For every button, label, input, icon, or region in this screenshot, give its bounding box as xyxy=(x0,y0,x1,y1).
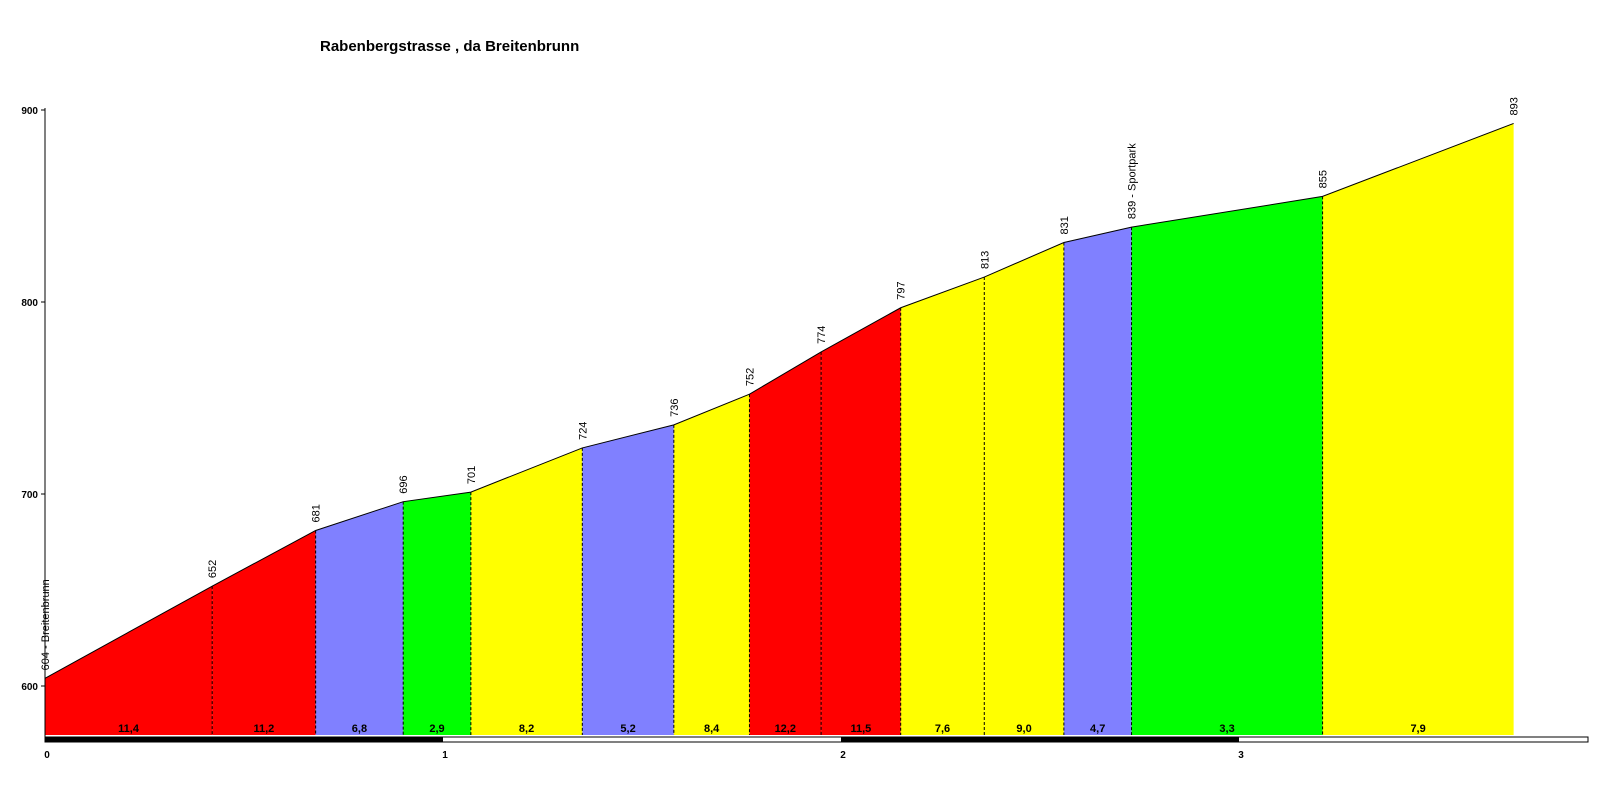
gradient-segment xyxy=(900,277,985,735)
profile-line-group xyxy=(44,122,1514,679)
axes: 600 700 800 900 0 1 2 3 xyxy=(21,106,1589,761)
y-tick-label: 700 xyxy=(21,490,38,501)
gradient-segment xyxy=(673,394,750,735)
grade-label: 9,0 xyxy=(1016,723,1031,735)
y-tick-label: 800 xyxy=(21,298,38,309)
profile-line xyxy=(44,122,1514,679)
gradient-segment xyxy=(212,530,316,735)
gradient-segment xyxy=(403,492,471,735)
gradient-segment xyxy=(1322,123,1514,735)
y-tick-label: 900 xyxy=(21,106,38,117)
y-tick-label: 600 xyxy=(21,682,38,693)
x-axis-band xyxy=(45,737,443,742)
gradient-segment xyxy=(1131,196,1323,735)
grade-label: 11,2 xyxy=(253,723,274,735)
gradient-segment xyxy=(315,501,404,735)
x-tick-label: 1 xyxy=(442,750,448,761)
elevation-label: 681 xyxy=(311,504,323,522)
elevation-label: 839 - Sportpark xyxy=(1127,143,1139,219)
grade-label: 7,6 xyxy=(935,723,950,735)
x-axis-band xyxy=(841,737,1239,742)
grade-label: 3,3 xyxy=(1219,723,1234,735)
grade-label: 8,4 xyxy=(704,723,720,735)
gradient-segment xyxy=(749,351,822,735)
gradient-segment xyxy=(45,586,213,735)
elevation-label: 831 xyxy=(1059,216,1071,234)
elevation-label: 696 xyxy=(398,475,410,493)
chart-title: Rabenbergstrasse , da Breitenbrunn xyxy=(320,38,580,55)
elevation-label: 652 xyxy=(207,560,219,578)
elevation-label: 893 xyxy=(1509,97,1521,115)
x-tick-label: 2 xyxy=(840,750,846,761)
elevation-label: 701 xyxy=(466,466,478,484)
elevation-label: 736 xyxy=(669,399,681,417)
x-tick-label: 3 xyxy=(1238,750,1244,761)
grade-label: 5,2 xyxy=(620,723,635,735)
elevation-label: 813 xyxy=(979,251,991,269)
elevation-label: 724 xyxy=(577,422,589,440)
grade-label: 7,9 xyxy=(1410,723,1425,735)
grade-label: 11,5 xyxy=(850,723,871,735)
gradient-segment xyxy=(582,424,674,735)
gradient-segment xyxy=(821,307,901,735)
elevation-label: 604 - Breitenbrunn xyxy=(40,579,52,670)
gradient-segment xyxy=(984,242,1064,736)
grade-label: 8,2 xyxy=(519,723,534,735)
grade-label: 6,8 xyxy=(352,723,367,735)
x-tick-label: 0 xyxy=(44,750,50,761)
elevation-label: 855 xyxy=(1318,170,1330,188)
segment-dividers xyxy=(211,196,1324,735)
elevation-label: 774 xyxy=(816,326,828,344)
grade-label: 12,2 xyxy=(775,723,796,735)
grade-labels: 11,4 11,2 6,8 2,9 8,2 5,2 8,4 12,2 11,5 7,6 9,0 4,7… xyxy=(118,723,1426,735)
gradient-segments xyxy=(45,123,1514,736)
elevation-label: 752 xyxy=(744,368,756,386)
gradient-segment xyxy=(470,447,583,735)
grade-label: 2,9 xyxy=(429,723,444,735)
elevation-labels: 604 - Breitenbrunn 652 681 696 701 724 736 752 7… xyxy=(40,97,1521,670)
elevation-label: 797 xyxy=(896,281,908,299)
gradient-segment xyxy=(1063,227,1132,735)
grade-label: 11,4 xyxy=(118,723,140,735)
grade-label: 4,7 xyxy=(1090,723,1105,735)
